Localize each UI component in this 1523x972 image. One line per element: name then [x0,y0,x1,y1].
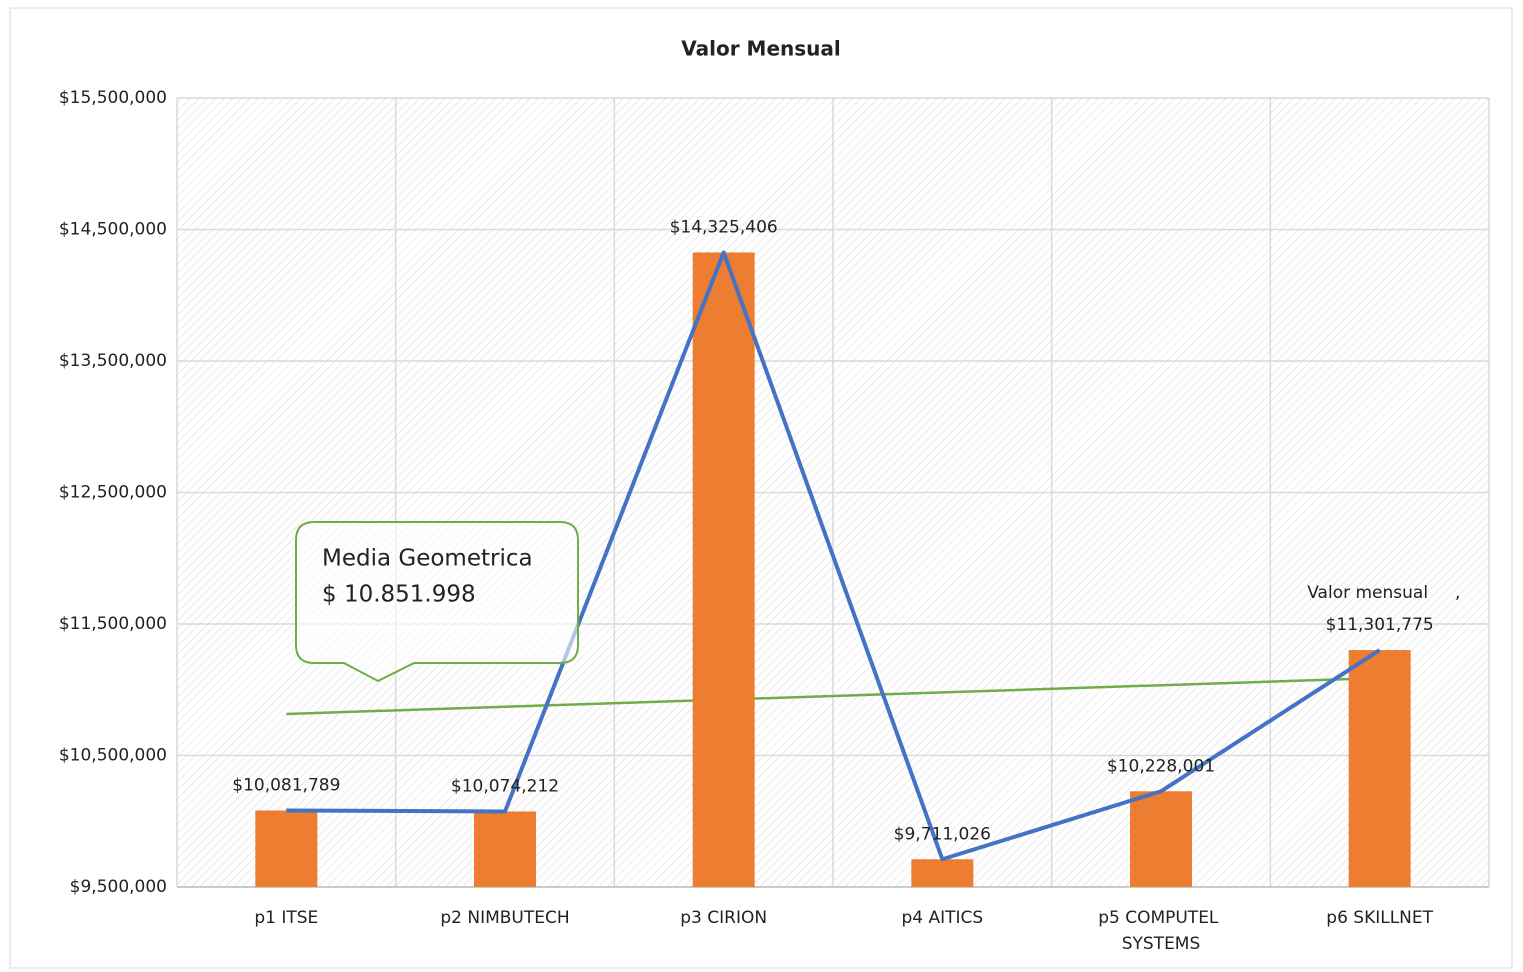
y-tick-label: $11,500,000 [59,614,167,634]
x-tick-label: p5 COMPUTEL SYSTEMS [1098,908,1224,954]
data-label-separator: , [1455,583,1460,603]
bar [692,252,755,887]
y-tick-label: $10,500,000 [59,746,167,766]
data-label: $10,074,212 [451,776,559,796]
callout [295,521,579,683]
x-tick-label: p4 AITICS [901,908,983,928]
bar [1348,650,1411,887]
data-label: $11,301,775 [1326,615,1434,635]
y-tick-label: $9,500,000 [70,877,167,897]
x-tick-label: p3 CIRION [680,908,767,928]
trendline [286,676,1380,716]
chart-title: Valor Mensual [681,37,841,61]
data-label: $14,325,406 [670,217,778,237]
x-tick-label: p2 NIMBUTECH [440,908,569,928]
x-tick-label: p6 SKILLNET [1326,908,1433,928]
bar [911,859,974,887]
y-tick-label: $14,500,000 [59,220,167,240]
data-label: $10,081,789 [232,775,340,795]
bar [255,810,318,887]
line [286,250,1381,862]
data-label: $10,228,001 [1107,756,1215,776]
y-tick-label: $15,500,000 [59,88,167,108]
data-label-series-name: Valor mensual [1307,583,1428,603]
bar [1130,791,1192,887]
callout-text: $ 10.851.998 [322,582,476,608]
callout-text: Media Geometrica [322,546,533,572]
y-tick-label: $13,500,000 [59,351,167,371]
bar [474,811,536,887]
y-tick-label: $12,500,000 [59,483,167,503]
x-tick-label: p1 ITSE [254,908,318,928]
data-label: $9,711,026 [894,824,991,844]
